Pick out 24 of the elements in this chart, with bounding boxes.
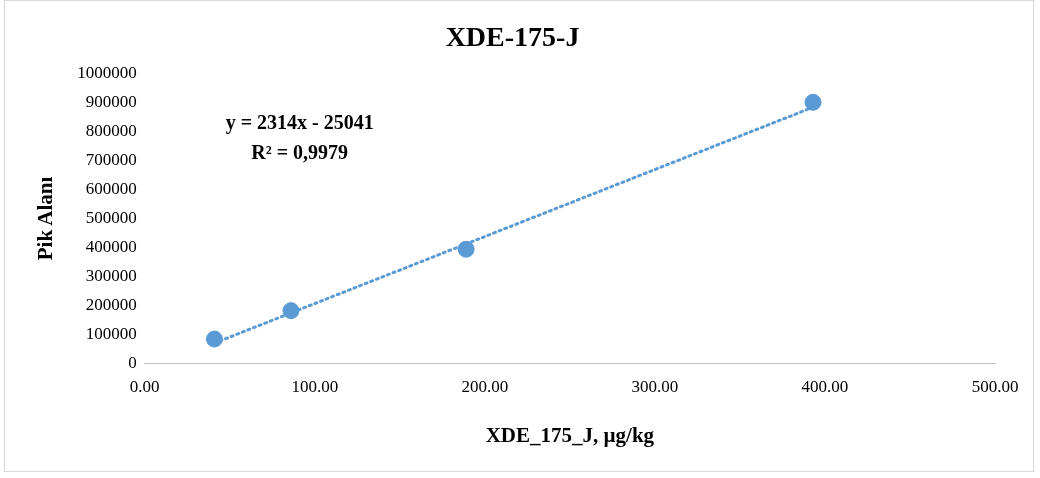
chart-title: XDE-175-J [445, 21, 580, 53]
y-tick-label: 500000 [85, 207, 137, 227]
y-tick-label: 800000 [85, 121, 137, 141]
y-tick-label: 700000 [85, 150, 137, 170]
x-tick-label: 500.00 [971, 377, 1019, 397]
x-tick-label: 200.00 [461, 377, 509, 397]
annotation: y = 2314x - 25041 [225, 110, 374, 134]
y-tick-label: 1000000 [77, 63, 137, 83]
x-axis-title: XDE_175_J, µg/kg [485, 422, 655, 447]
y-tick-label: 600000 [85, 178, 137, 198]
x-tick-label: 0.00 [129, 377, 160, 397]
y-tick-label: 0 [128, 352, 137, 372]
point [205, 330, 223, 348]
y-tick-label: 400000 [85, 236, 137, 256]
y-tick-label: 200000 [85, 294, 137, 314]
point [804, 93, 822, 111]
annotation: R² = 0,9979 [251, 140, 349, 163]
x-tick-label: 400.00 [801, 377, 849, 397]
y-tick-label: 300000 [85, 265, 137, 285]
y-tick-label: 100000 [85, 323, 137, 343]
x-tick-label: 100.00 [291, 377, 339, 397]
y-axis-title: Pik Alanı [33, 176, 58, 261]
y-tick-label: 900000 [85, 92, 137, 112]
x-tick-label: 300.00 [631, 377, 679, 397]
